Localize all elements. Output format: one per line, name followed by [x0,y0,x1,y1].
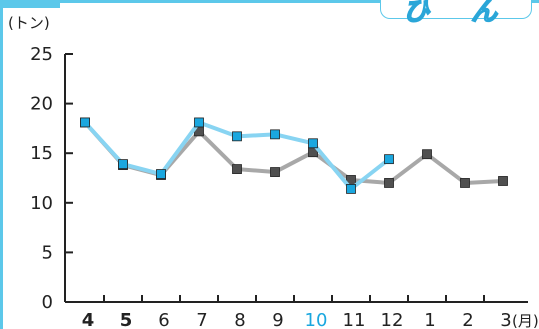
x-tick-label: 9 [272,310,283,329]
data-point [498,176,508,186]
data-point [270,129,280,140]
series-1 [80,117,394,194]
data-point [460,178,470,188]
y-tick-label: 0 [42,292,53,313]
series-2 [80,117,508,188]
badge-glyph-2: ん [470,0,498,28]
data-point [384,178,394,188]
data-point [346,184,356,194]
y-axis-unit-label: (トン) [8,14,50,32]
x-tick-label: 6 [158,310,169,329]
data-point [156,169,166,179]
x-tick-label: 5 [120,310,133,329]
x-tick-label: 3 [500,310,511,329]
data-point [118,159,128,170]
data-point [270,167,280,177]
y-tick-label: 20 [30,94,53,115]
data-point [232,131,242,142]
series-layer [80,117,508,194]
x-tick-label: 12 [381,310,404,329]
x-tick-label: 10 [305,310,328,329]
x-tick-label: 8 [234,310,245,329]
frame-top-border [0,0,539,3]
data-point [384,154,394,165]
y-tick-label: 5 [42,242,53,263]
y-tick-label: 15 [30,143,53,164]
x-tick-label: 11 [343,310,366,329]
y-tick-label: 10 [30,193,53,214]
x-tick-label: 7 [196,310,207,329]
series-line [83,120,505,185]
data-point [422,149,432,160]
badge-glyph-1: ひ [402,0,430,28]
x-tick-label: 4 [82,310,95,329]
x-axis-unit-label: (月) [512,312,539,329]
title-badge: ひ ん [380,0,532,28]
data-point [232,164,242,174]
data-point [308,138,318,149]
frame-left-border [0,0,3,329]
corner-tab [0,0,60,8]
data-point [80,117,90,128]
y-tick-label: 25 [30,44,53,65]
x-tick-label: 2 [462,310,473,329]
data-point [194,117,204,128]
x-tick-label: 1 [424,310,435,329]
